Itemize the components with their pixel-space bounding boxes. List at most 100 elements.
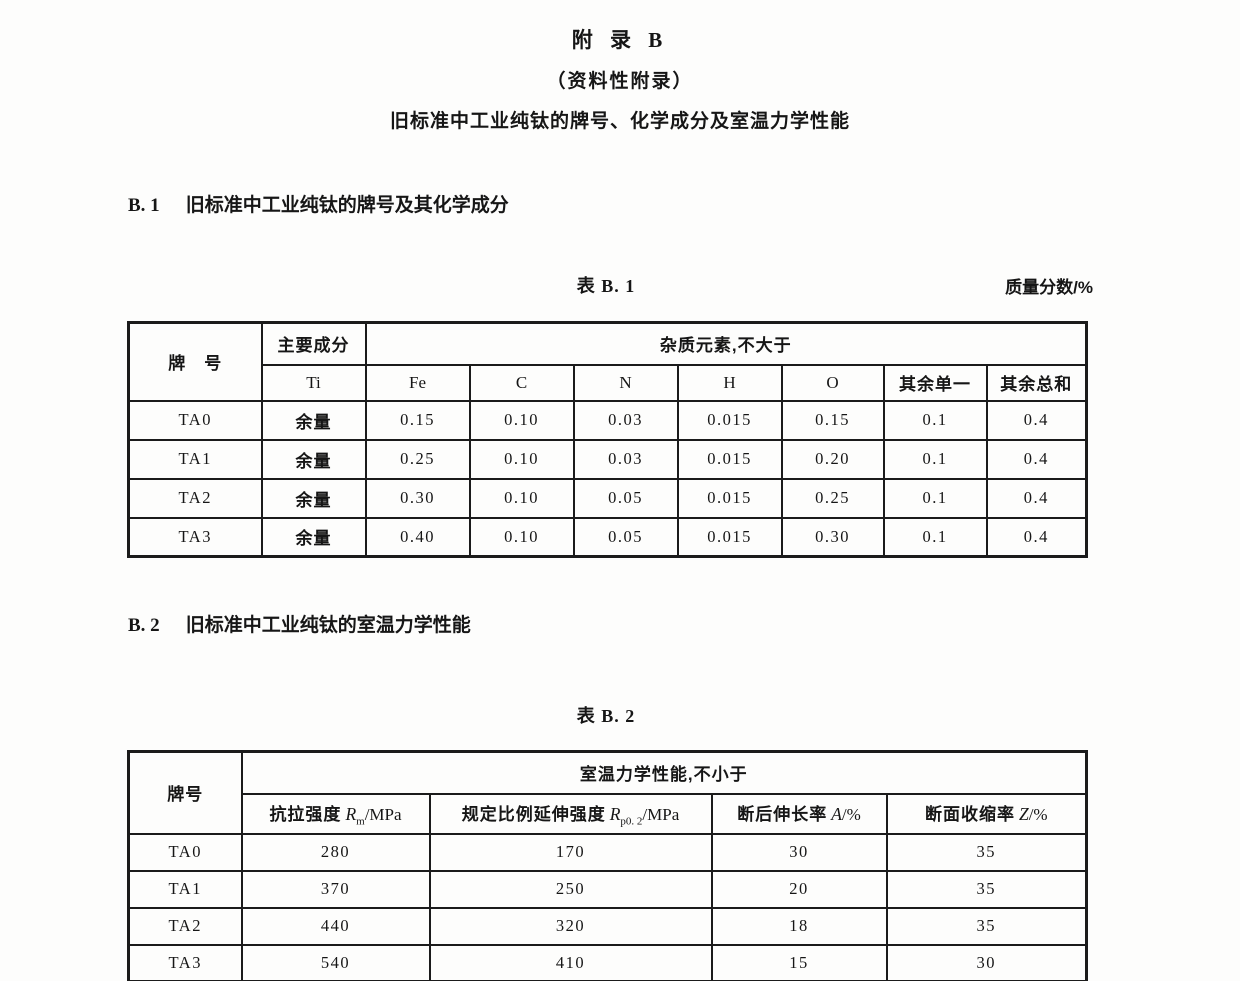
b1-cell: 0.4 [985,399,1088,441]
b2-grade: TA3 [127,943,243,981]
symbol-R: R [609,803,621,824]
table-b1-area: 表 B. 1 质量分数/% 牌 号 主要成分 杂质元素,不大于 Ti Fe C [127,272,1093,558]
b1-ti-value: 余量 [260,516,367,558]
b1-cell: 0.03 [572,438,679,480]
b1-header-main-component: 主要成分 [260,321,367,366]
b1-header-impurities-group: 杂质元素,不大于 [364,321,1088,366]
b1-cell: 0.10 [468,438,575,480]
section-b1-heading: B. 1 旧标准中工业纯钛的牌号及其化学成分 [128,190,1240,217]
b1-cell: 0.015 [676,399,783,441]
symbol-Z: Z [1018,803,1029,824]
b1-cell: 0.03 [572,399,679,441]
b1-cell: 0.30 [364,477,471,519]
table-row: TA0 余量 0.15 0.10 0.03 0.015 0.15 0.1 0.4 [127,399,1088,441]
table-b1-caption-row: 表 B. 1 质量分数/% [127,272,1093,298]
b2-cell: 370 [240,869,431,909]
b1-ti-value: 余量 [260,399,367,441]
b2-header-reduction-of-area: 断面收缩率 Z/% [885,792,1088,835]
b2-cell: 250 [428,869,713,909]
b1-cell: 0.4 [985,516,1088,558]
table-row: TA3 余量 0.40 0.10 0.05 0.015 0.30 0.1 0.4 [127,516,1088,558]
b2-cell: 280 [240,832,431,872]
b1-cell: 0.10 [468,399,575,441]
b2-cell: 30 [885,943,1088,981]
appendix-title: 附 录 B [571,28,669,52]
b2-grade: TA2 [127,906,243,946]
b1-ti-value: 余量 [260,477,367,519]
b1-cell: 0.015 [676,516,783,558]
table-row: TA2 余量 0.30 0.10 0.05 0.015 0.25 0.1 0.4 [127,477,1088,519]
section-b2-heading: B. 2 旧标准中工业纯钛的室温力学性能 [128,610,1240,637]
b2-header-proof-strength: 规定比例延伸强度 Rp0. 2/MPa [428,792,713,835]
b2-cell: 35 [885,906,1088,946]
b1-header-ti: Ti [260,363,367,402]
table-row: TA0 280 170 30 35 [127,832,1088,872]
b1-cell: 0.015 [676,438,783,480]
b2-grade: TA1 [127,869,243,909]
b1-cell: 0.15 [364,399,471,441]
section-b1-number: B. 1 [128,195,160,216]
b2-cell: 35 [885,869,1088,909]
b2-cell: 20 [710,869,888,909]
b1-cell: 0.15 [780,399,885,441]
b1-header-c: C [468,363,575,402]
table-row: TA3 540 410 15 30 [127,943,1088,981]
b1-cell: 0.20 [780,438,885,480]
b2-header-tensile-strength: 抗拉强度 Rm/MPa [240,792,431,835]
b1-cell: 0.05 [572,477,679,519]
b2-cell: 35 [885,832,1088,872]
table-b2: 牌号 室温力学性能,不小于 抗拉强度 Rm/MPa 规定比例延伸强度 Rp0. 2/… [127,750,1089,981]
b2-cell: 15 [710,943,888,981]
section-b2-title: 旧标准中工业纯钛的室温力学性能 [185,615,471,636]
b1-ti-value: 余量 [260,438,367,480]
b1-grade: TA2 [127,477,263,519]
table-b1-caption: 表 B. 1 [576,276,636,296]
symbol-A: A [831,803,842,824]
table-b2-area: 表 B. 2 牌号 室温力学性能,不小于 抗拉强度 Rm/MPa 规定比例延伸强度… [127,702,1089,981]
b1-cell: 0.4 [985,477,1088,519]
b2-cell: 410 [428,943,713,981]
table-row: TA2 440 320 18 35 [127,906,1088,946]
b1-cell: 0.25 [780,477,885,519]
table-row: TA1 370 250 20 35 [127,869,1088,909]
b1-cell: 0.10 [468,516,575,558]
table-b1: 牌 号 主要成分 杂质元素,不大于 Ti Fe C N H O 其余单一 其余总… [127,321,1089,558]
symbol-R: R [345,803,357,824]
b2-cell: 170 [428,832,713,872]
b1-cell: 0.1 [882,438,988,480]
b2-cell: 30 [710,832,888,872]
b1-grade: TA3 [127,516,263,558]
appendix-subtitle: （资料性附录） [546,71,694,92]
table-row: TA1 余量 0.25 0.10 0.03 0.015 0.20 0.1 0.4 [127,438,1088,480]
section-b2-number: B. 2 [128,615,160,636]
appendix-title-block: 附 录 B （资料性附录） 旧标准中工业纯钛的牌号、化学成分及室温力学性能 [0,0,1240,133]
b1-header-fe: Fe [364,363,471,402]
b2-cell: 18 [710,906,888,946]
b1-cell: 0.10 [468,477,575,519]
b1-cell: 0.1 [882,516,988,558]
b2-cell: 440 [240,906,431,946]
b1-grade: TA0 [127,399,263,441]
mass-fraction-note: 质量分数/% [1005,278,1093,297]
table-b2-caption: 表 B. 2 [576,706,636,726]
b2-cell: 320 [428,906,713,946]
b1-header-grade: 牌 号 [127,321,263,402]
table-b2-caption-row: 表 B. 2 [127,702,1085,728]
b1-header-n: N [572,363,679,402]
b1-cell: 0.30 [780,516,885,558]
b1-cell: 0.4 [985,438,1088,480]
b1-cell: 0.05 [572,516,679,558]
b2-header-group: 室温力学性能,不小于 [240,750,1088,795]
b2-header-elongation: 断后伸长率 A/% [710,792,888,835]
appendix-heading: 旧标准中工业纯钛的牌号、化学成分及室温力学性能 [389,111,850,132]
b1-cell: 0.1 [882,399,988,441]
b1-cell: 0.015 [676,477,783,519]
b1-grade: TA1 [127,438,263,480]
b1-header-other-single: 其余单一 [882,363,988,402]
b1-header-h: H [676,363,783,402]
b1-header-o: O [780,363,885,402]
b1-cell: 0.25 [364,438,471,480]
b1-cell: 0.1 [882,477,988,519]
section-b1-title: 旧标准中工业纯钛的牌号及其化学成分 [185,195,509,216]
